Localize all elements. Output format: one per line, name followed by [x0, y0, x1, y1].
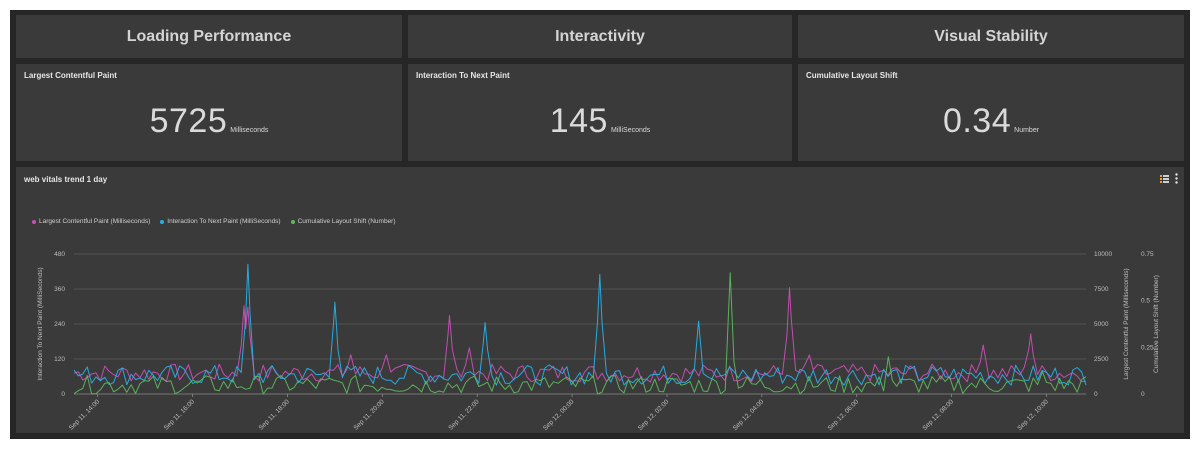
section-header-loading: Loading Performance — [16, 15, 402, 58]
legend-swatch-cls — [290, 219, 295, 224]
x-tick-label: Sep 12, 04:00 — [732, 398, 766, 432]
section-title-loading: Loading Performance — [126, 27, 292, 45]
legend-swatch-lcp — [32, 219, 36, 224]
x-tick-label: Sep 11, 16:00 — [163, 398, 197, 432]
y-tick-label-lcp: 2500 — [1094, 356, 1109, 363]
y-tick-label-lcp: 5000 — [1094, 321, 1109, 328]
legend-swatch-inp — [160, 219, 165, 224]
x-tick-label: Sep 11, 18:00 — [258, 398, 292, 432]
kpi-value-row-lcp: 5725 Milliseconds — [16, 102, 402, 141]
x-tick-label: Sep 12, 00:00 — [542, 398, 576, 432]
kpi-card-cls[interactable]: Cumulative Layout Shift 0.34 Number — [798, 64, 1184, 161]
y-tick-label-left: 0 — [61, 391, 65, 398]
more-options-icon[interactable] — [1175, 173, 1178, 184]
chart-legend: Largest Contentful Paint (Milliseconds) … — [32, 218, 396, 225]
kpi-title-lcp: Largest Contentful Paint — [24, 71, 117, 80]
series-line-lcp — [73, 287, 1087, 383]
kpi-unit-inp: MilliSeconds — [610, 127, 651, 134]
chart-series — [73, 263, 1087, 395]
x-tick-label: Sep 12, 08:00 — [921, 398, 955, 432]
series-line-cls — [73, 272, 1087, 395]
kpi-title-inp: Interaction To Next Paint — [416, 71, 510, 80]
chart-axes: 0 120 240 360 480 0 2500 5000 7500 10000 0 0.25 0.5 0… — [37, 251, 1160, 432]
y-axis-title-inp: Interaction To Next Paint (MilliSeconds) — [37, 267, 44, 380]
legend-item-cls[interactable]: Cumulative Layout Shift (Number) — [290, 218, 396, 225]
x-tick-label: Sep 12, 06:00 — [827, 398, 861, 432]
x-tick-label: Sep 12, 10:00 — [1016, 398, 1050, 432]
kpi-unit-lcp: Milliseconds — [230, 127, 269, 134]
x-tick-label: Sep 11, 22:00 — [447, 398, 481, 432]
table-view-icon[interactable] — [1160, 174, 1169, 183]
kpi-title-cls: Cumulative Layout Shift — [806, 71, 898, 80]
section-header-interactivity: Interactivity — [408, 15, 792, 58]
kpi-unit-cls: Number — [1014, 127, 1040, 134]
x-tick-label: Sep 11, 20:00 — [353, 398, 387, 432]
kpi-card-lcp[interactable]: Largest Contentful Paint 5725 Millisecond… — [16, 64, 402, 161]
y-tick-label-left: 240 — [54, 321, 65, 328]
chart-panel: web vitals trend 1 day Largest Contentfu… — [16, 167, 1184, 433]
chart-toolbar — [1160, 173, 1178, 184]
y-tick-label-lcp: 7500 — [1094, 286, 1109, 293]
legend-label-inp: Interaction To Next Paint (MilliSeconds) — [167, 218, 281, 225]
legend-label-cls: Cumulative Layout Shift (Number) — [297, 218, 396, 225]
kpi-value-cls: 0.34 — [942, 102, 1012, 140]
y-tick-label-lcp: 0 — [1094, 391, 1098, 398]
y-tick-label-left: 360 — [54, 286, 65, 293]
chart-title: web vitals trend 1 day — [24, 175, 108, 184]
y-axis-title-lcp: Largest Contentful Paint (Milliseconds) — [1123, 268, 1130, 379]
chart-gridlines — [74, 253, 1086, 397]
section-title-visual-stability: Visual Stability — [934, 27, 1048, 45]
kpi-value-row-cls: 0.34 Number — [798, 102, 1184, 141]
y-tick-label-left: 480 — [54, 251, 65, 258]
y-tick-label-left: 120 — [54, 356, 65, 363]
legend-item-lcp[interactable]: Largest Contentful Paint (Milliseconds) — [32, 218, 150, 225]
kpi-value-lcp: 5725 — [149, 102, 228, 140]
kpi-value-inp: 145 — [549, 102, 608, 140]
trend-chart: 0 120 240 360 480 0 2500 5000 7500 10000 0 0.25 0.5 0… — [37, 251, 1160, 432]
y-tick-label-cls: 0.75 — [1141, 251, 1154, 258]
dashboard: Loading Performance Interactivity Visual… — [10, 10, 1190, 439]
section-header-visual-stability: Visual Stability — [798, 15, 1184, 58]
y-tick-label-cls: 0 — [1141, 391, 1145, 398]
y-tick-label-cls: 0.5 — [1141, 298, 1150, 305]
legend-label-lcp: Largest Contentful Paint (Milliseconds) — [39, 218, 151, 225]
y-axis-title-cls: Cumulative Layout Shift (Number) — [1153, 275, 1160, 373]
section-title-interactivity: Interactivity — [555, 27, 645, 45]
y-tick-label-cls: 0.25 — [1141, 344, 1154, 351]
kpi-value-row-inp: 145 MilliSeconds — [408, 102, 792, 141]
legend-item-inp[interactable]: Interaction To Next Paint (MilliSeconds) — [160, 218, 281, 225]
x-tick-label: Sep 12, 02:00 — [637, 398, 671, 432]
kpi-card-inp[interactable]: Interaction To Next Paint 145 MilliSecond… — [408, 64, 792, 161]
y-tick-label-lcp: 10000 — [1094, 251, 1112, 258]
x-tick-label: Sep 11, 14:00 — [68, 398, 102, 432]
series-line-inp — [73, 263, 1087, 386]
